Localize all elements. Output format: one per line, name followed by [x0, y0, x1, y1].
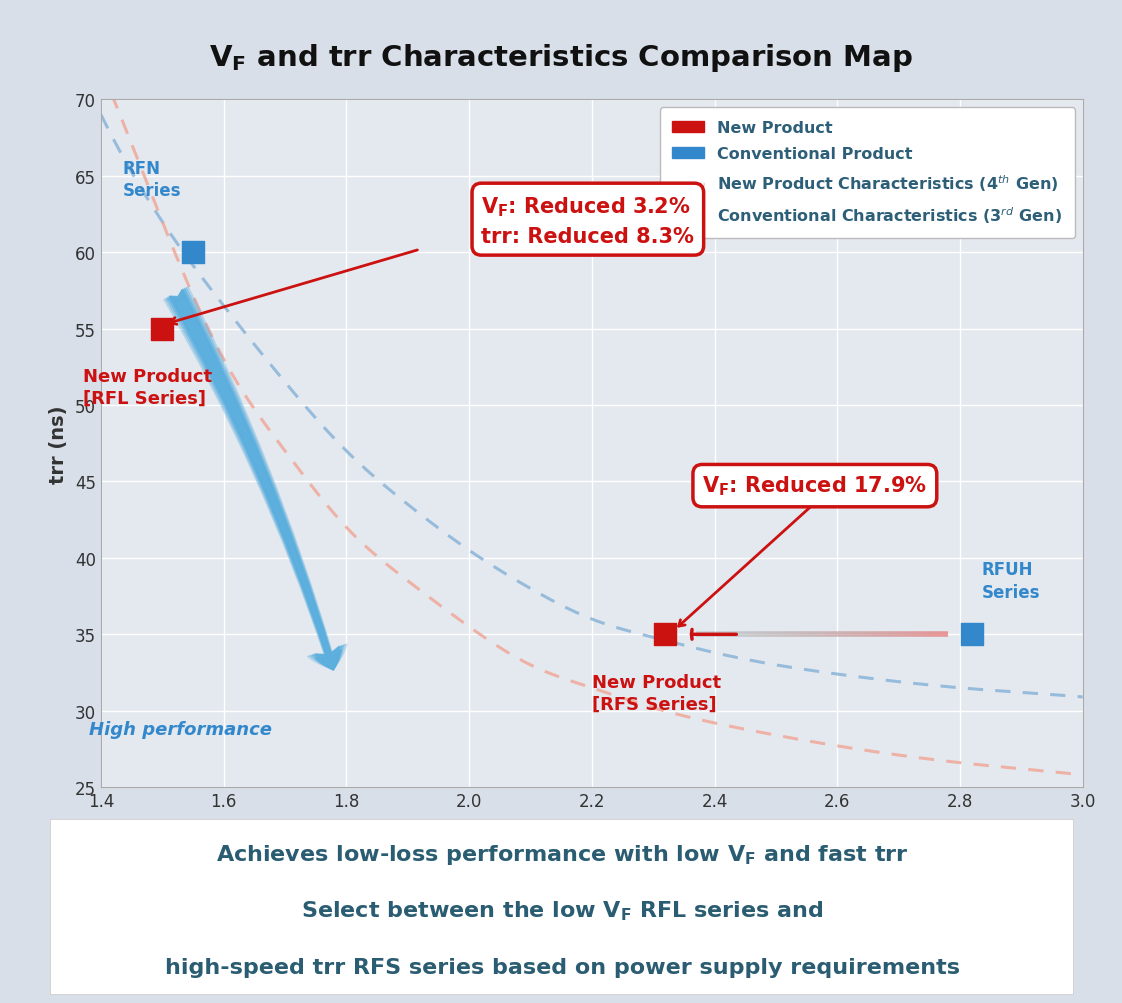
Text: $\mathbf{V_F}$: Reduced 17.9%: $\mathbf{V_F}$: Reduced 17.9%	[702, 474, 928, 497]
Point	[656, 627, 674, 643]
Text: New Product
[RFS Series]: New Product [RFS Series]	[592, 673, 721, 713]
Text: RFUH
Series: RFUH Series	[982, 561, 1040, 601]
Point	[184, 245, 202, 261]
Point	[154, 321, 172, 337]
Text: RFN
Series: RFN Series	[122, 159, 181, 200]
Text: Select between the low $\mathbf{V_F}$ RFL series and: Select between the low $\mathbf{V_F}$ RF…	[301, 899, 824, 923]
FancyBboxPatch shape	[50, 819, 1074, 995]
Text: Achieves low-loss performance with low $\mathbf{V_F}$ and fast trr: Achieves low-loss performance with low $…	[215, 843, 909, 867]
Text: high-speed trr RFS series based on power supply requirements: high-speed trr RFS series based on power…	[165, 957, 959, 977]
Text: New Product
[RFL Series]: New Product [RFL Series]	[83, 367, 212, 407]
Y-axis label: trr (ns): trr (ns)	[49, 404, 68, 483]
X-axis label: V$_F$ (V): V$_F$ (V)	[560, 817, 624, 840]
Legend: New Product, Conventional Product, New Product Characteristics (4$^{th}$ Gen), C: New Product, Conventional Product, New P…	[660, 108, 1075, 239]
Text: $\mathbf{V_F}$ and trr Characteristics Comparison Map: $\mathbf{V_F}$ and trr Characteristics C…	[209, 42, 913, 74]
Text: High performance: High performance	[89, 720, 272, 738]
Text: $\mathbf{V_F}$: Reduced 3.2%
trr: Reduced 8.3%: $\mathbf{V_F}$: Reduced 3.2% trr: Reduce…	[481, 195, 695, 247]
Point	[964, 627, 982, 643]
